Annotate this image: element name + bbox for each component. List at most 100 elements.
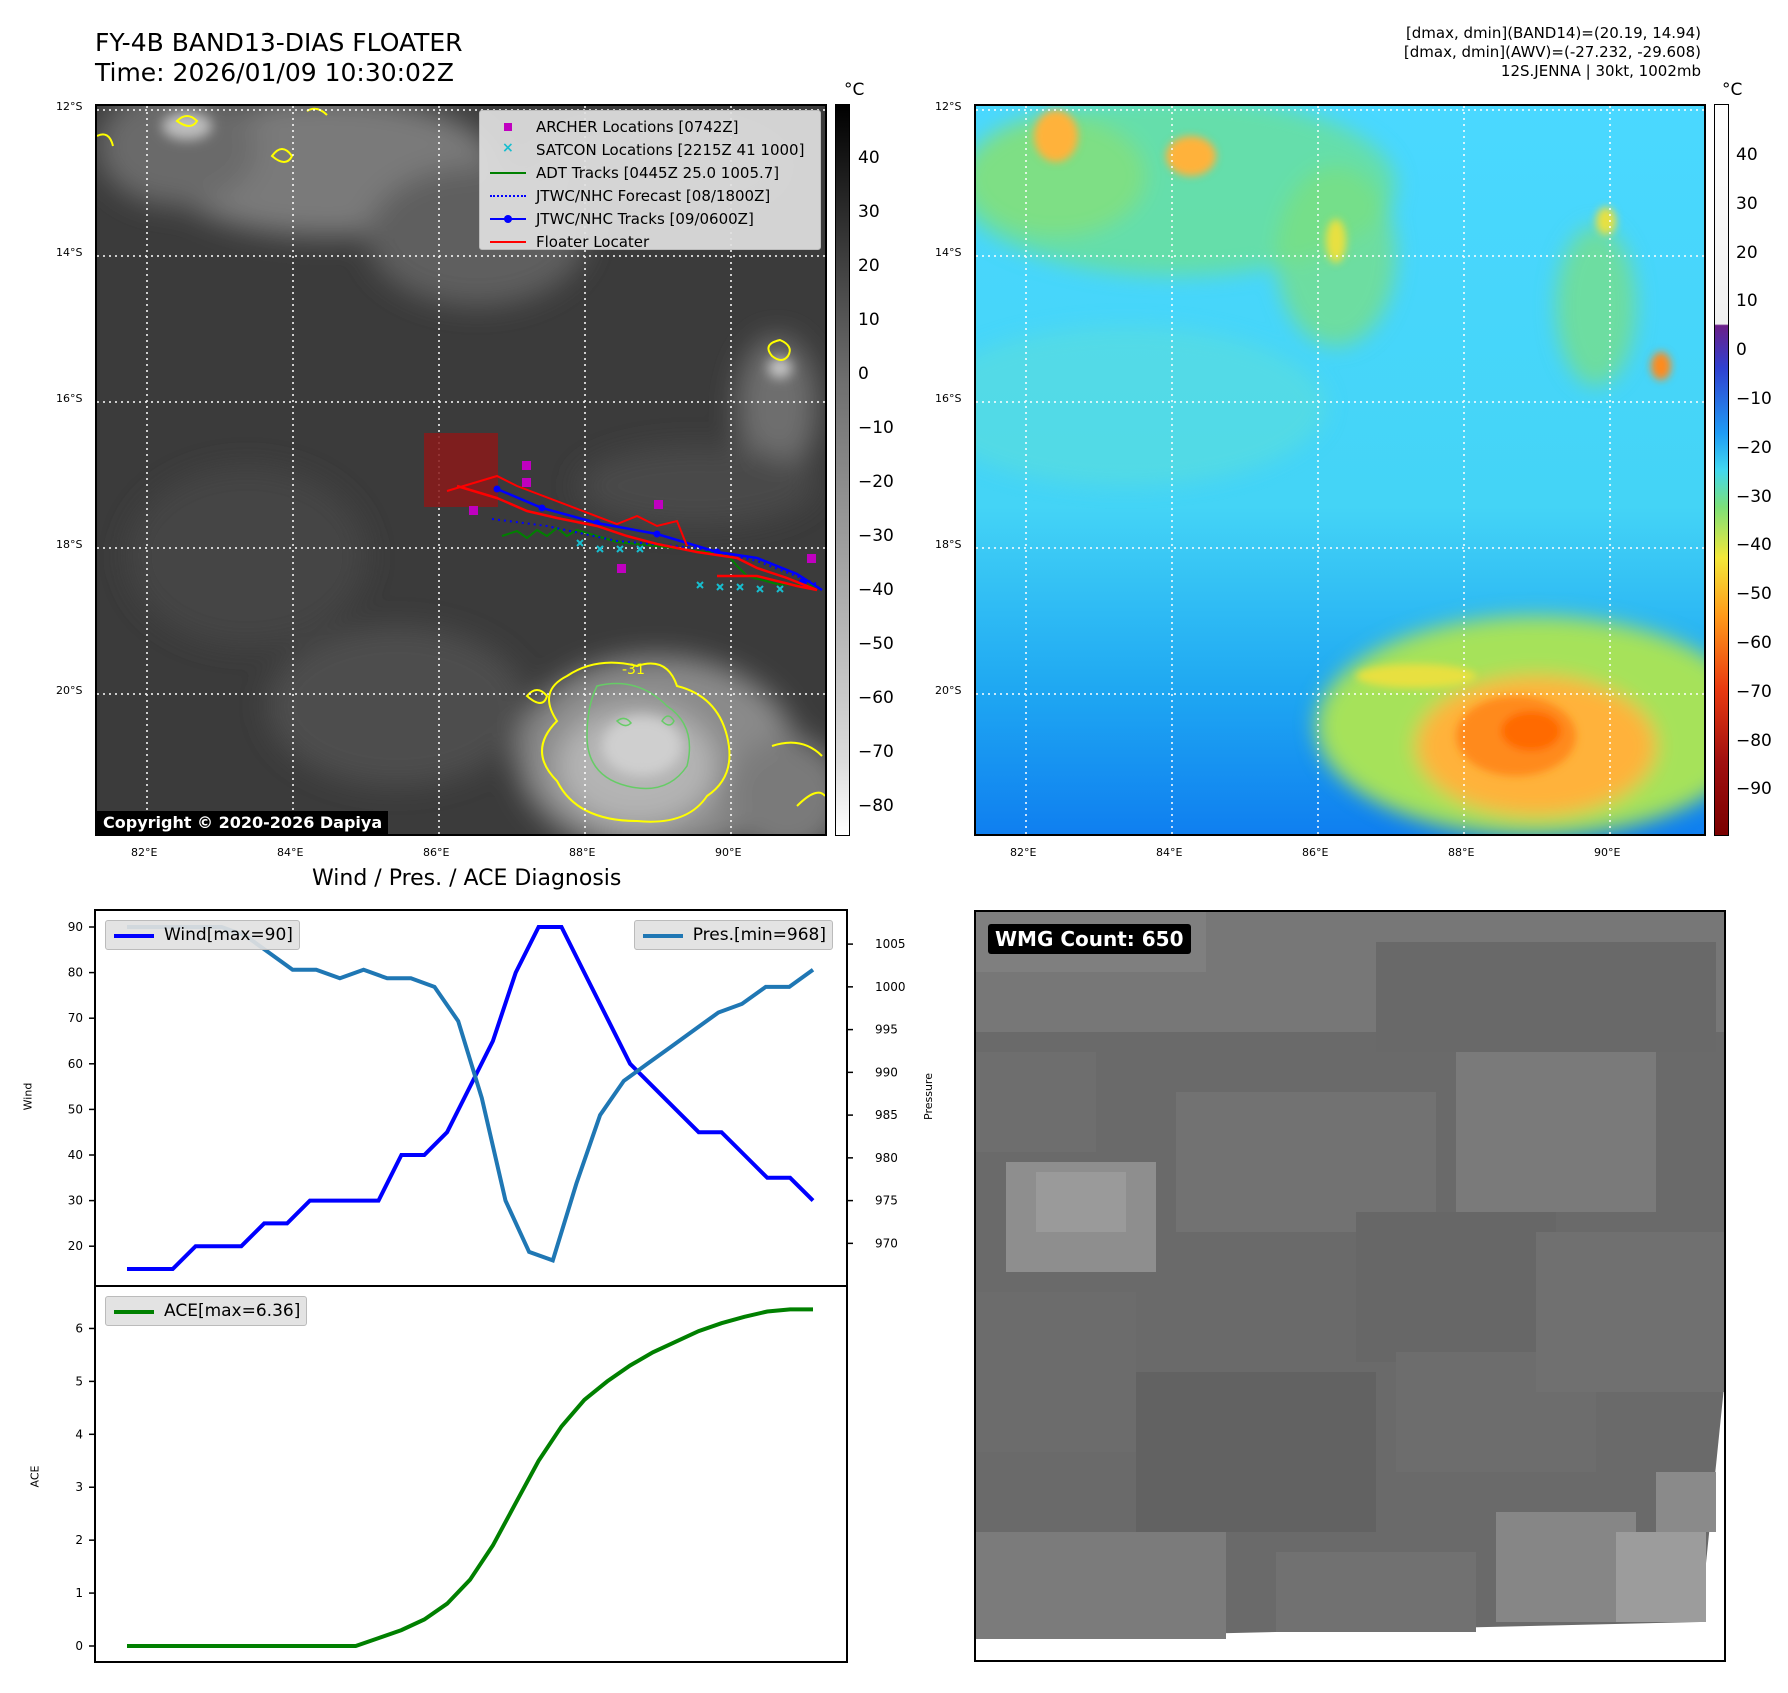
wind-axis-label: Wind (21, 1082, 35, 1111)
colorbar-tick-label: −80 (858, 796, 894, 816)
colorbar-unit: °C (844, 80, 865, 100)
lon-label: 90°E (715, 846, 742, 859)
wind-tick-label: 70 (68, 1011, 83, 1025)
pressure-tick-label: 1000 (875, 980, 906, 994)
lon-label: 84°E (277, 846, 304, 859)
lon-label: 86°E (1302, 846, 1329, 859)
lat-label: 14°S (56, 246, 83, 259)
wind-pressure-axes-frame (94, 909, 848, 1287)
color-map-panel (974, 104, 1706, 836)
colorbar-tick-label: 40 (858, 148, 880, 168)
colorbar-tick-label: −10 (1736, 389, 1772, 409)
ace-tick-label: 6 (75, 1321, 83, 1335)
diagnosis-panel: 20 30 40 50 60 70 80 90 970 975 980 985 990 995 1000 10… (68, 909, 906, 1663)
map-legend: ARCHER Locations [0742Z] × SATCON Locati… (479, 110, 821, 253)
colorbar-tick-label: −30 (858, 526, 894, 546)
adt-track (501, 526, 818, 587)
lon-label: 82°E (131, 846, 158, 859)
colorbar-tick-label: −80 (1736, 730, 1772, 751)
wind-tick-label: 80 (68, 966, 83, 980)
colorbar-tick-label: −50 (858, 634, 894, 654)
ace-tick-label: 3 (75, 1480, 83, 1494)
ace-line (127, 1307, 813, 1648)
contour-green (586, 682, 691, 790)
ace-tick-label: 5 (75, 1374, 83, 1388)
legend-jtwc-forecast: JTWC/NHC Forecast [08/1800Z] (488, 184, 812, 207)
wmg-count-badge: WMG Count: 650 (988, 924, 1191, 954)
jtwc-track (496, 487, 823, 592)
lat-label: 18°S (56, 538, 83, 551)
lat-label: 20°S (56, 684, 83, 697)
storm-info-text: 12S.JENNA | 30kt, 1002mb (1500, 62, 1701, 80)
pressure-axis-label: Pressure (921, 1073, 935, 1120)
colorbar-tick-label: 20 (858, 256, 880, 276)
color-colorbar (1714, 104, 1729, 836)
cloud-texture (97, 106, 825, 834)
colorbar-tick-label: −90 (1736, 779, 1772, 800)
band14-range-text: [dmax, dmin](BAND14)=(20.19, 14.94) (1405, 24, 1701, 42)
lat-label: 16°S (935, 392, 962, 405)
colorbar-tick-label: −60 (858, 688, 894, 708)
wmg-image (976, 912, 1724, 1639)
pressure-tick-label: 1005 (875, 937, 906, 951)
wind-line (127, 925, 815, 1271)
wind-tick-label: 30 (68, 1194, 83, 1208)
diagnosis-title: Wind / Pres. / ACE Diagnosis (312, 866, 622, 891)
colorbar-unit: °C (1722, 80, 1743, 100)
lon-label: 82°E (1010, 846, 1037, 859)
ace-axis-label: ACE (28, 1465, 42, 1488)
pres-legend: Pres.[min=968] (633, 920, 833, 950)
figure-title-line2: Time: 2026/01/09 10:30:02Z (95, 58, 454, 87)
lon-label: 88°E (1448, 846, 1475, 859)
wmg-panel: WMG Count: 650 (974, 910, 1726, 1662)
floater-locater-track (456, 484, 818, 592)
colorbar-tick-label: −40 (858, 580, 894, 600)
ace-axes-frame (94, 1285, 848, 1663)
diagnosis-svg: 2030405060708090970975980985990995100010… (68, 909, 906, 1663)
legend-archer: ARCHER Locations [0742Z] (488, 115, 812, 138)
pressure-line (127, 925, 815, 1263)
legend-floater: Floater Locater (488, 230, 812, 253)
ace-tick-label: 4 (75, 1427, 83, 1441)
ir-colorbar (835, 104, 850, 836)
ace-tick-label: 2 (75, 1533, 83, 1547)
color-map-gridlines (976, 106, 1704, 834)
colorbar-tick-label: 30 (858, 202, 880, 222)
colorbar-tick-label: −20 (1736, 437, 1772, 458)
ace-legend: ACE[max=6.36] (105, 1296, 308, 1326)
colorbar-tick-label: 0 (1736, 340, 1747, 361)
colorbar-tick-label: −40 (1736, 535, 1772, 556)
archer-markers (469, 461, 816, 573)
legend-satcon: × SATCON Locations [2215Z 41 1000] (502, 139, 805, 159)
colorbar-tick-label: −50 (1736, 584, 1772, 605)
ace-tick-label: 0 (75, 1639, 83, 1653)
pressure-tick-label: 985 (875, 1108, 898, 1122)
lon-label: 88°E (569, 846, 596, 859)
lat-label: 14°S (935, 246, 962, 259)
colorbar-tick-label: −30 (1736, 486, 1772, 507)
pressure-tick-label: 975 (875, 1194, 898, 1208)
colorbar-tick-label: −70 (858, 742, 894, 762)
pressure-tick-label: 990 (875, 1065, 898, 1079)
colorbar-tick-label: 0 (858, 364, 869, 384)
lon-label: 84°E (1156, 846, 1183, 859)
pressure-tick-label: 995 (875, 1023, 898, 1037)
lat-label: 12°S (56, 100, 83, 113)
ir-map-panel: -31 (95, 104, 827, 836)
pressure-tick-label: 970 (875, 1236, 898, 1250)
lat-label: 12°S (935, 100, 962, 113)
colorbar-tick-label: −20 (858, 472, 894, 492)
satcon-markers (576, 539, 784, 593)
pressure-tick-label: 980 (875, 1151, 898, 1165)
colorbar-tick-label: −60 (1736, 633, 1772, 653)
wind-tick-label: 20 (68, 1239, 83, 1253)
lat-label: 16°S (56, 392, 83, 405)
wind-tick-label: 90 (68, 920, 83, 934)
colorbar-tick-label: −70 (1736, 681, 1772, 702)
lon-label: 90°E (1594, 846, 1621, 859)
legend-adt: ADT Tracks [0445Z 25.0 1005.7] (488, 161, 812, 184)
colorbar-tick-label: 40 (1736, 145, 1758, 165)
colorbar-tick-label: 10 (858, 310, 880, 330)
copyright-label: Copyright © 2020-2026 Dapiya (97, 811, 389, 834)
contour-label: -31 (622, 662, 645, 678)
